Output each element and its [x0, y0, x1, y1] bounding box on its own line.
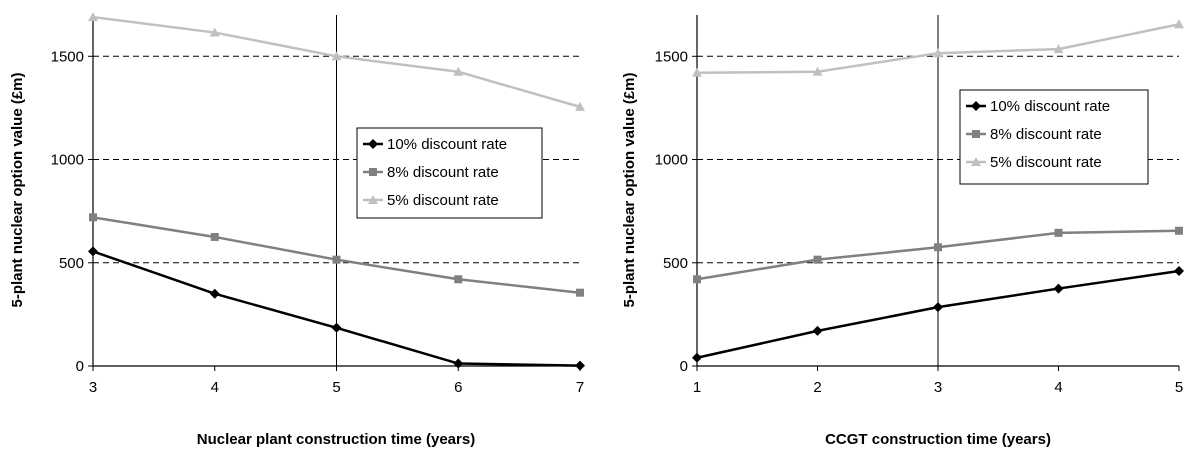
x-tick-label: 1: [693, 379, 701, 396]
y-tick-label: 1500: [655, 48, 688, 65]
x-axis-title: CCGT construction time (years): [825, 431, 1051, 448]
data-point: [934, 243, 942, 252]
legend-marker: [971, 157, 981, 166]
legend-marker: [971, 101, 981, 111]
legend-label: 10% discount rate: [990, 98, 1110, 115]
x-tick-label: 4: [1054, 379, 1062, 396]
data-point: [1053, 283, 1064, 294]
data-point: [331, 51, 342, 61]
data-point: [576, 288, 584, 297]
legend-label: 5% discount rate: [387, 192, 499, 209]
x-tick-label: 4: [211, 379, 219, 396]
legend-label: 10% discount rate: [387, 136, 507, 153]
legend-box: [356, 127, 543, 219]
data-point: [331, 322, 342, 333]
data-point: [89, 213, 97, 222]
legend-marker: [369, 168, 377, 176]
legend-label: 5% discount rate: [990, 154, 1102, 171]
y-tick-label: 1000: [51, 152, 84, 169]
legend: 10% discount rate 8% discount rate 5% disc…: [959, 89, 1149, 185]
plot-area: 0 500 1000 1500 3 4 5 6 7: [51, 12, 585, 396]
y-axis-title: 5-plant nuclear option value (£m): [9, 72, 26, 307]
data-point: [813, 255, 822, 264]
legend-marker: [368, 139, 378, 149]
data-point: [210, 232, 219, 241]
data-point: [812, 325, 823, 336]
x-tick-label: 2: [813, 379, 821, 396]
chart-ccgt-construction-time: 5-plant nuclear option value (£m) CCGT c…: [621, 15, 1184, 448]
legend: 10% discount rate 8% discount rate 5% disc…: [356, 127, 543, 219]
data-point: [933, 48, 943, 58]
x-tick-label: 3: [934, 379, 942, 396]
data-point: [1174, 19, 1184, 29]
legend-box: [959, 89, 1149, 185]
legend-label: 8% discount rate: [990, 126, 1102, 143]
data-point: [88, 12, 98, 22]
data-point: [454, 275, 463, 284]
data-point: [1175, 226, 1183, 235]
y-axis-title: 5-plant nuclear option value (£m): [621, 72, 638, 307]
data-point: [332, 255, 341, 264]
data-point: [453, 66, 464, 76]
x-tick-label: 3: [89, 379, 97, 396]
data-point: [1174, 266, 1184, 277]
y-tick-label: 0: [76, 358, 84, 375]
data-point: [575, 360, 585, 371]
plot-area: 0 500 1000 1500 1 2 3 4 5: [655, 15, 1184, 396]
chart-nuclear-construction-time: 5-plant nuclear option value (£m) Nuclea…: [9, 12, 585, 448]
x-tick-label: 6: [454, 379, 462, 396]
data-point: [209, 288, 220, 299]
y-tick-label: 1500: [51, 48, 84, 65]
data-point: [812, 66, 823, 76]
data-point: [88, 246, 98, 257]
data-point: [933, 302, 943, 313]
data-point: [692, 352, 702, 363]
data-point: [209, 27, 220, 37]
x-tick-label: 5: [332, 379, 340, 396]
legend-marker: [368, 195, 378, 204]
data-point: [693, 275, 701, 284]
data-point: [1054, 228, 1063, 237]
data-point: [575, 101, 585, 111]
y-tick-label: 500: [59, 255, 84, 272]
y-tick-label: 500: [663, 255, 688, 272]
x-axis-title: Nuclear plant construction time (years): [197, 431, 475, 448]
x-tick-label: 5: [1175, 379, 1183, 396]
data-point: [453, 358, 464, 369]
legend-label: 8% discount rate: [387, 164, 499, 181]
x-tick-label: 7: [576, 379, 584, 396]
data-point: [1053, 44, 1064, 54]
y-tick-label: 1000: [655, 152, 688, 169]
y-tick-label: 0: [680, 358, 688, 375]
legend-marker: [972, 130, 980, 138]
data-point: [692, 67, 702, 77]
